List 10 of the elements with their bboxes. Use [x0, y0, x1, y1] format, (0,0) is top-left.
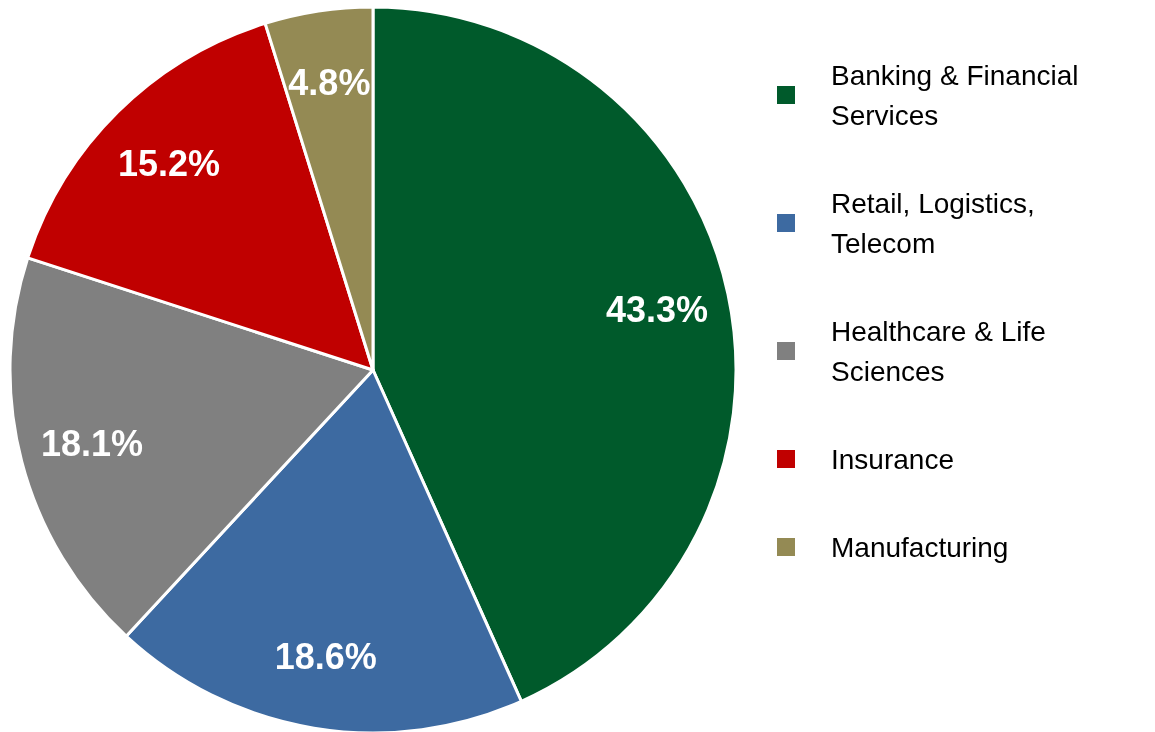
data-label: 15.2%	[117, 142, 220, 184]
data-label: 43.3%	[605, 288, 709, 330]
data-label: 18.1%	[40, 422, 143, 464]
legend-label: Retail, Logistics, Telecom	[831, 187, 1043, 259]
legend-label: Healthcare & Life Sciences	[831, 315, 1054, 387]
legend-label: Insurance	[831, 443, 954, 475]
data-label: 4.8%	[288, 62, 371, 104]
legend-label: Banking & Financial Services	[831, 59, 1087, 131]
legend-label: Manufacturing	[831, 531, 1009, 563]
data-label: 18.6%	[274, 636, 377, 678]
